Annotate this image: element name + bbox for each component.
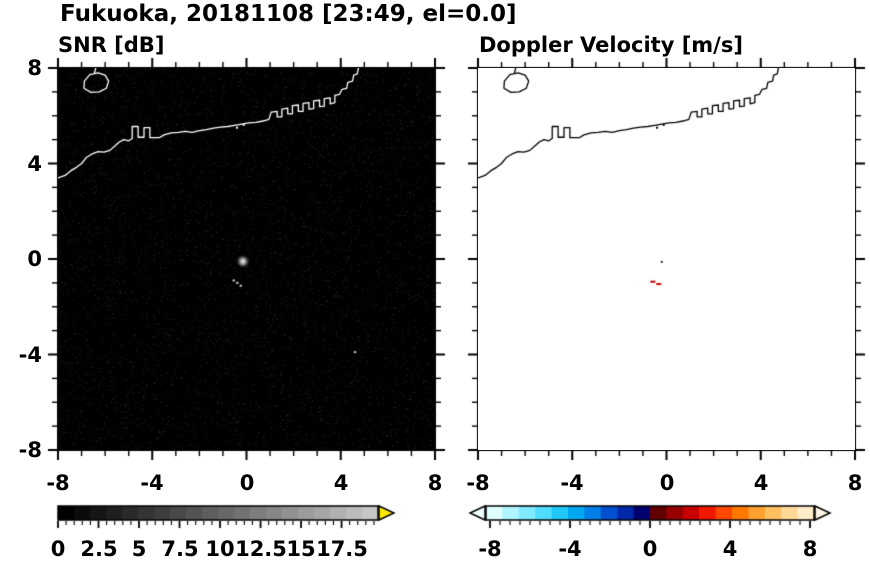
snr-plot: [58, 68, 435, 450]
snr-panel-title: SNR [dB]: [58, 33, 165, 57]
snr-y-tick-label: 8: [27, 56, 42, 80]
snr-colorbar-tick-label: 15: [286, 537, 316, 561]
doppler-colorbar-tick-label: 8: [802, 537, 818, 561]
snr-x-tick-label: -8: [46, 471, 70, 495]
snr-x-tick-label: 0: [239, 471, 255, 495]
snr-colorbar-tick-label: 2.5: [80, 537, 118, 561]
doppler-colorbar-tick-label: 4: [722, 537, 738, 561]
doppler-x-tick-label: -4: [560, 471, 584, 495]
snr-x-tick-label: 4: [333, 471, 349, 495]
snr-colorbar-tick-label: 10: [205, 537, 235, 561]
figure-title: Fukuoka, 20181108 [23:49, el=0.0]: [60, 1, 517, 27]
snr-y-tick-label: -4: [18, 343, 42, 367]
snr-y-tick-label: -8: [18, 438, 42, 462]
doppler-panel-title: Doppler Velocity [m/s]: [479, 33, 743, 57]
doppler-x-tick-label: -8: [466, 471, 490, 495]
snr-colorbar-tick-label: 0: [50, 537, 66, 561]
doppler-colorbar-tick-label: -4: [558, 537, 582, 561]
snr-colorbar-tick-label: 17.5: [316, 537, 368, 561]
snr-y-tick-label: 4: [27, 152, 42, 176]
doppler-colorbar-tick-label: -8: [478, 537, 502, 561]
snr-x-tick-label: 8: [427, 471, 443, 495]
doppler-x-tick-label: 4: [753, 471, 769, 495]
doppler-colorbar-tick-label: 0: [642, 537, 658, 561]
snr-colorbar-tick-label: 12.5: [235, 537, 287, 561]
doppler-x-tick-label: 8: [847, 471, 863, 495]
snr-colorbar-tick-label: 5: [131, 537, 147, 561]
snr-colorbar-tick-label: 7.5: [161, 537, 199, 561]
snr-x-tick-label: -4: [140, 471, 164, 495]
doppler-x-tick-label: 0: [659, 471, 675, 495]
doppler-plot: [478, 68, 855, 450]
snr-y-tick-label: 0: [27, 247, 42, 271]
